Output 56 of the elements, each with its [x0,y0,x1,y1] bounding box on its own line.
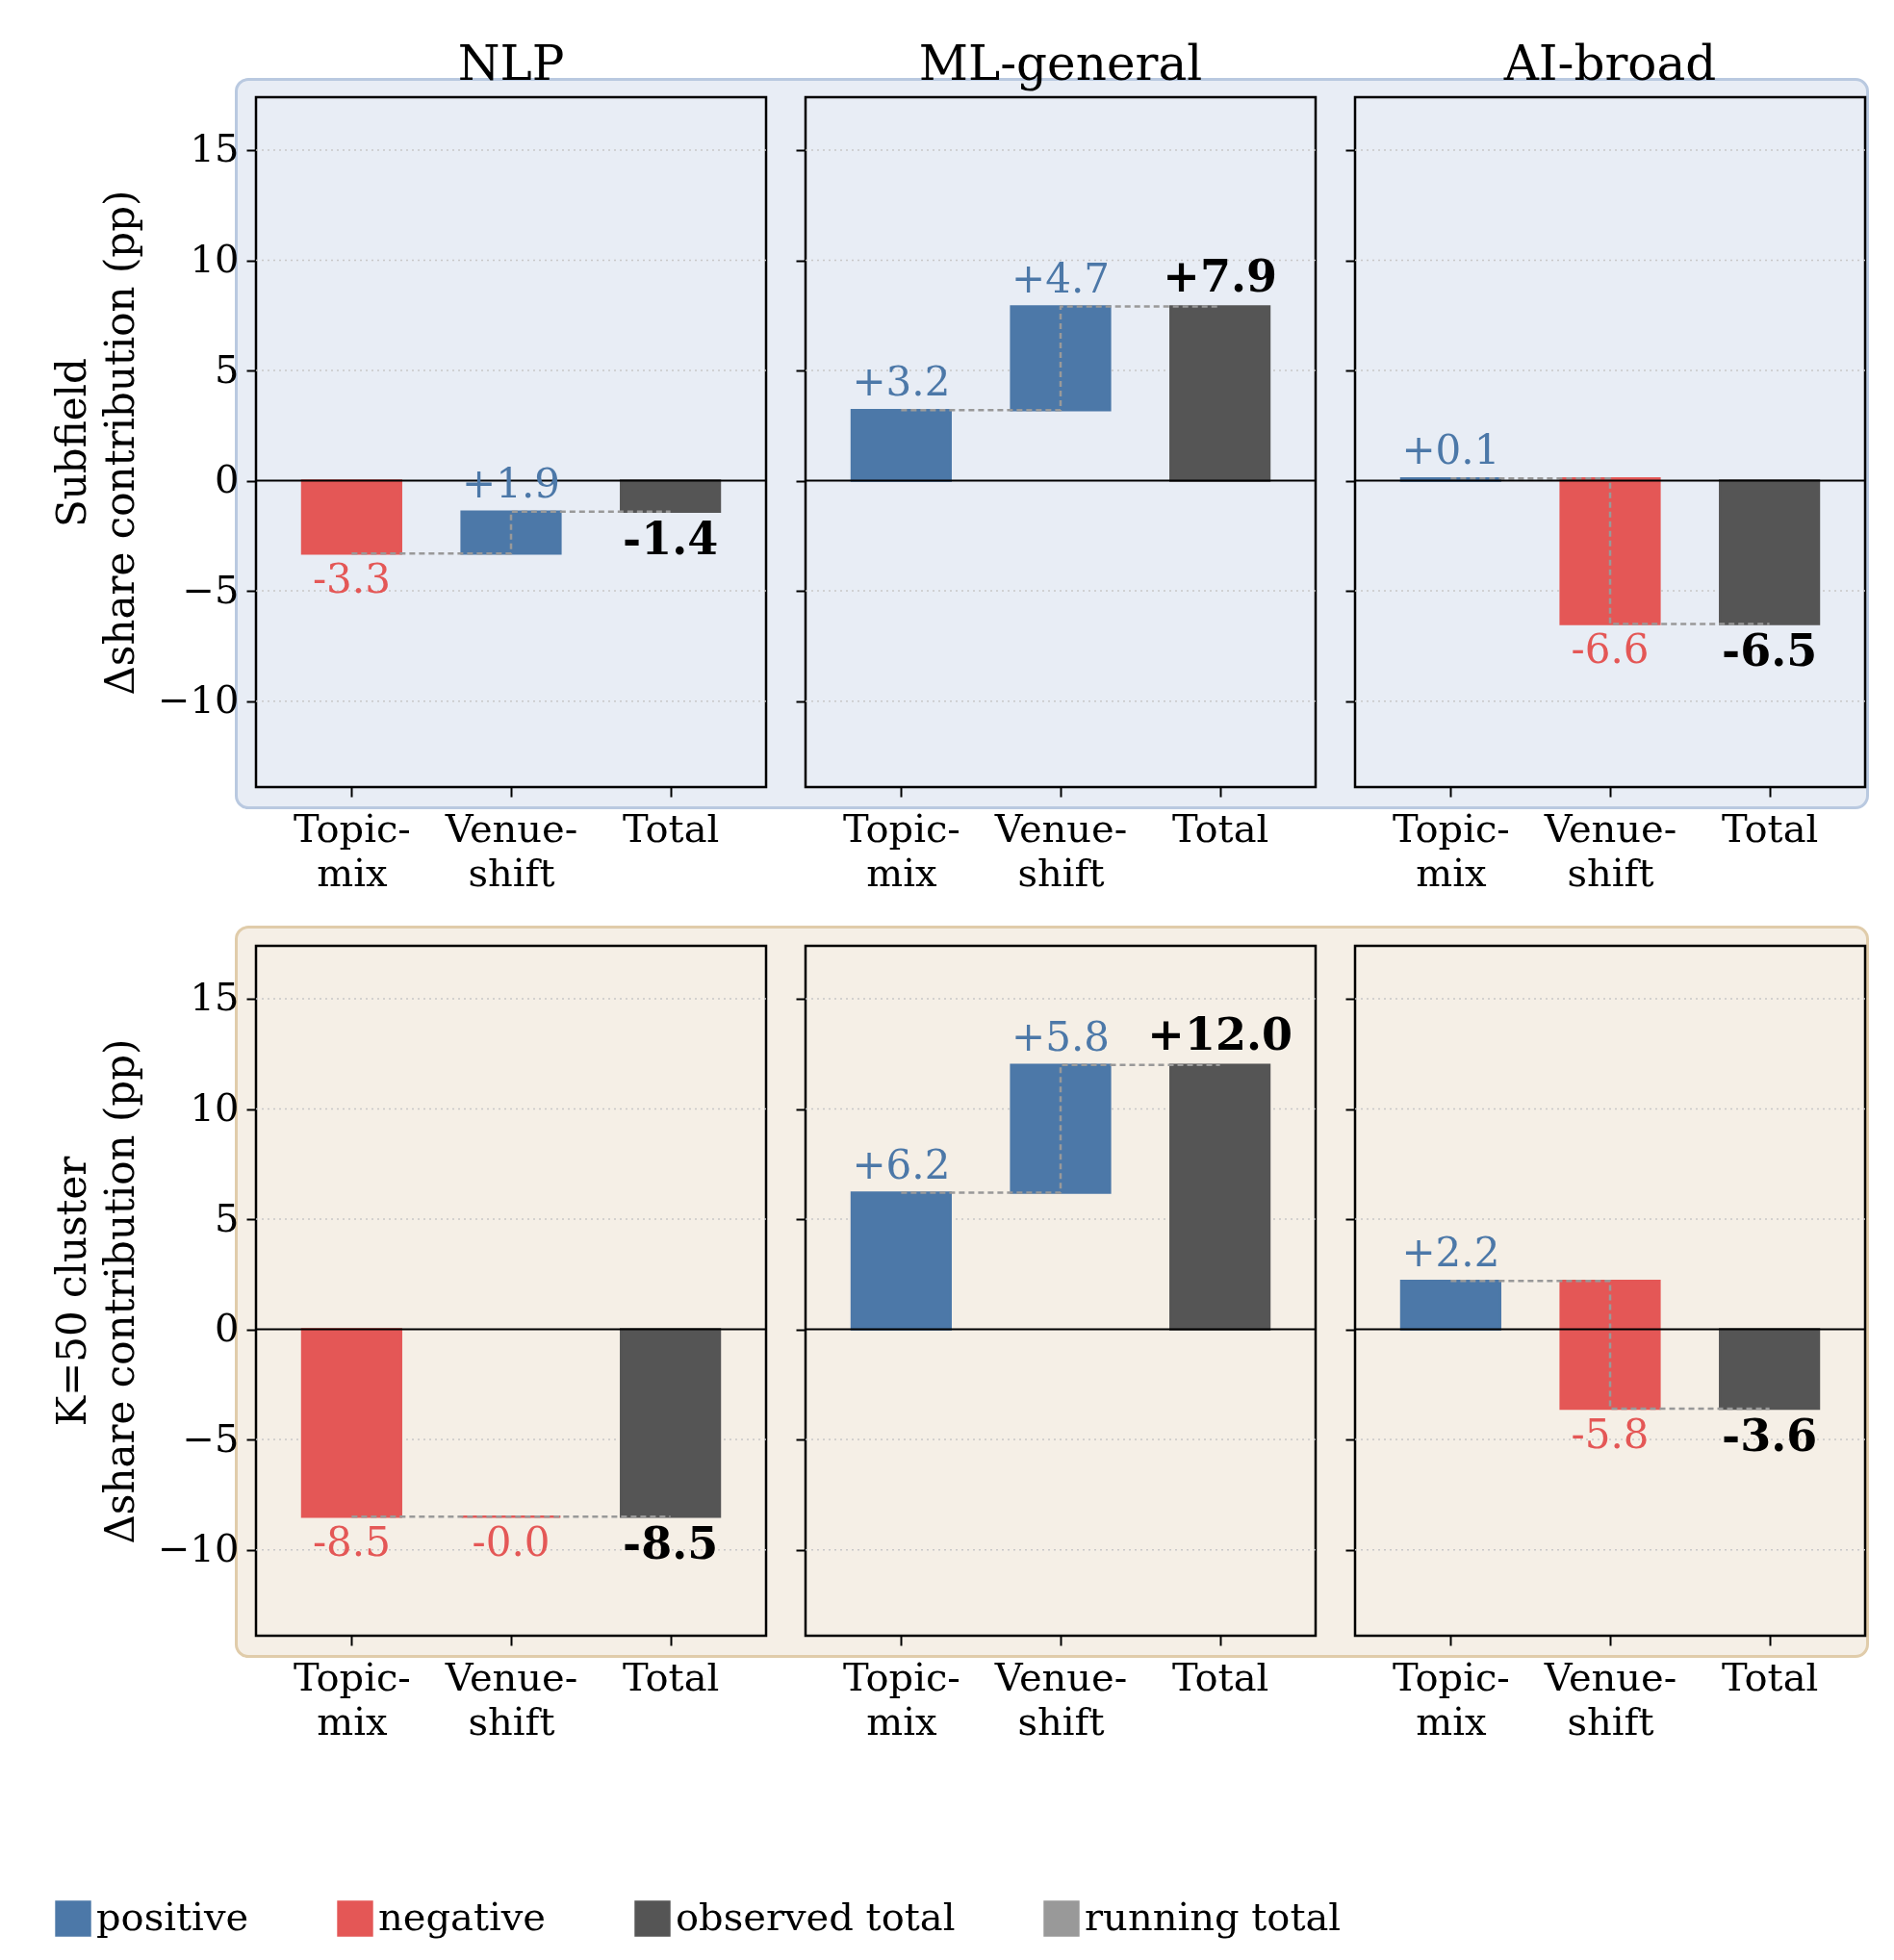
data-label: +7.9 [1163,249,1277,302]
y-tick-label: −10 [158,677,240,723]
x-tick-label: Venue-shift [444,805,578,895]
data-label: -1.4 [623,512,719,565]
y-tick-label: 15 [190,975,240,1020]
data-label: +5.8 [1011,1012,1110,1060]
chart-title: AI-broad [1502,36,1717,91]
data-label: +4.7 [1011,254,1110,302]
data-label: -3.3 [312,555,391,603]
data-label: -5.8 [1571,1411,1650,1459]
x-tick-label: Total [1721,1654,1819,1699]
x-tick-label: Topic-mix [842,1654,960,1744]
y-axis-title: K=50 cluster Δshare contribution (pp) [48,1038,144,1544]
y-tick-label: 10 [190,1085,240,1131]
data-label: +12.0 [1147,1007,1293,1060]
y-tick-label: 5 [215,346,240,392]
data-label: +3.2 [852,358,951,406]
data-label: +6.2 [852,1140,951,1188]
x-tick-label: Venue-shift [444,1654,578,1744]
data-label: -6.6 [1571,625,1650,674]
x-tick-label: Topic-mix [1392,805,1510,895]
x-tick-label: Topic-mix [842,805,960,895]
y-tick-label: 15 [190,126,240,171]
data-label: +2.2 [1401,1229,1500,1277]
x-tick-label: Venue-shift [993,1654,1128,1744]
legend-label: running total [1085,1895,1342,1939]
data-label: -3.6 [1722,1410,1818,1463]
x-tick-label: Total [622,805,720,851]
y-tick-label: 10 [190,237,240,282]
x-tick-label: Total [622,1654,720,1699]
legend-label: positive [96,1895,249,1939]
legend-label: negative [378,1895,547,1939]
x-tick-label: Topic-mix [1392,1654,1510,1744]
x-tick-label: Total [1171,1654,1269,1699]
y-tick-label: 5 [215,1195,240,1240]
y-tick-label: 0 [215,457,240,502]
y-tick-label: −5 [182,567,240,612]
y-tick-label: −10 [158,1526,240,1571]
x-tick-label: Venue-shift [993,805,1128,895]
y-axis-title: Subfield Δshare contribution (pp) [48,190,144,696]
y-tick-label: −5 [182,1415,240,1461]
data-label: -8.5 [623,1517,719,1570]
x-tick-label: Topic-mix [293,1654,411,1744]
y-tick-label: 0 [215,1306,240,1351]
data-label: -8.5 [312,1518,391,1566]
data-label: -6.5 [1722,624,1818,677]
chart-title: ML-general [918,36,1203,91]
x-tick-label: Venue-shift [1543,1654,1677,1744]
data-label: -0.0 [472,1518,550,1566]
data-label: +0.1 [1401,426,1500,474]
chart-title: NLP [457,36,565,91]
x-tick-label: Topic-mix [293,805,411,895]
x-tick-label: Total [1721,805,1819,851]
legend-label: observed total [676,1895,956,1939]
x-tick-label: Total [1171,805,1269,851]
x-tick-label: Venue-shift [1543,805,1677,895]
